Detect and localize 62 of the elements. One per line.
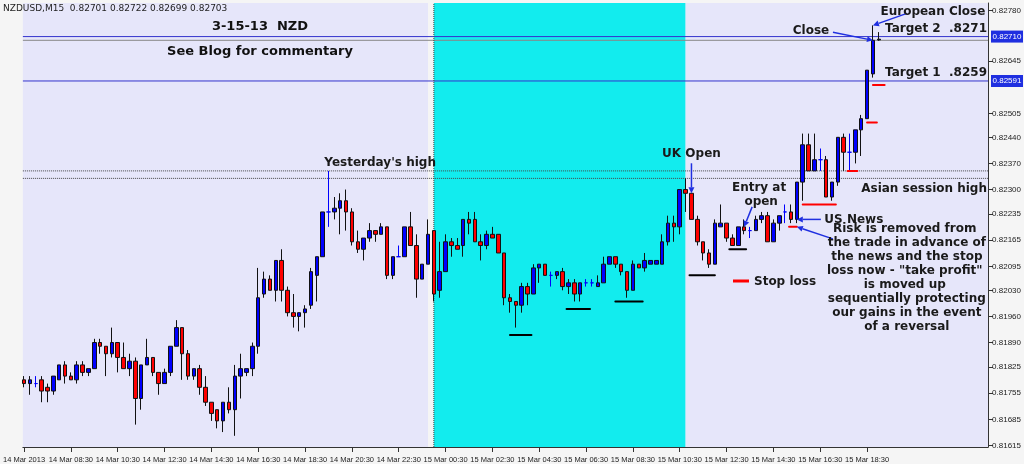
candlestick: [631, 259, 635, 291]
y-tick-label: 0.82165: [992, 235, 1022, 245]
text: See Blog for commentary: [167, 43, 354, 58]
annotation: 0.82710: [992, 32, 1023, 42]
candlestick: [344, 189, 348, 232]
candlestick: [824, 155, 828, 198]
annotation: Close: [792, 23, 830, 38]
annotation: European Close: [880, 4, 986, 19]
y-tick-label: 0.82300: [992, 185, 1022, 195]
candlestick: [104, 345, 108, 377]
candlestick: [262, 271, 266, 299]
candlestick: [508, 293, 512, 314]
y-tick-label: 0.81960: [992, 311, 1022, 321]
candlestick: [350, 207, 354, 247]
legend-label: Stop loss: [754, 274, 817, 288]
y-tick-label: 0.82505: [992, 108, 1022, 118]
candlestick: [145, 338, 149, 366]
y-tick-label: 0.81825: [992, 362, 1022, 372]
y-tick-label: 0.82780: [992, 5, 1022, 15]
candlestick: [221, 401, 225, 433]
candlestick: [28, 375, 32, 396]
candlestick: [830, 181, 834, 202]
y-tick-label: 0.82235: [992, 209, 1022, 219]
candlestick: [666, 215, 670, 247]
candlestick: [549, 271, 553, 288]
candlestick: [63, 360, 67, 385]
candlestick: [227, 386, 231, 414]
candlestick: [467, 211, 471, 235]
candlestick: [789, 203, 793, 224]
y-tick-label: 0.81615: [992, 440, 1022, 450]
candlestick: [707, 248, 711, 269]
candlestick: [303, 304, 307, 329]
ref-line-label: Target 1 .8259: [885, 64, 987, 79]
candlestick: [625, 271, 629, 299]
y-tick-label: 0.82095: [992, 261, 1022, 271]
text: 3-15-13 NZD: [211, 18, 309, 33]
candlestick: [385, 226, 389, 280]
y-tick-label: 0.82645: [992, 56, 1022, 66]
annotation: NZDUSD,M15 0.82701 0.82722 0.82699 0.82703: [3, 2, 228, 13]
y-tick-label: 0.81890: [992, 338, 1022, 348]
y-tick-label: 0.81755: [992, 388, 1022, 398]
y-tick-label: 0.81685: [992, 414, 1022, 424]
ref-line-label: Asian session high: [861, 181, 987, 196]
candlestick: [877, 31, 881, 42]
annotation: UK Open: [662, 146, 721, 161]
y-tick-label: 0.82440: [992, 132, 1022, 142]
candlestick: [268, 274, 272, 291]
y-tick-label: 0.82370: [992, 158, 1022, 168]
candlestick: [865, 69, 869, 120]
candlestick: [22, 375, 26, 388]
candlestick: [309, 267, 313, 310]
candlestick: [871, 24, 875, 79]
candlestick: [543, 263, 547, 276]
candlestick: [783, 203, 787, 224]
y-tick-label: 0.82030: [992, 285, 1022, 295]
candlestick: [186, 349, 190, 381]
candlestick: [426, 218, 430, 265]
ref-line-label: Target 2 .8271: [885, 20, 987, 35]
annotation: Entry at open: [731, 179, 791, 208]
annotation: 0.82591: [992, 76, 1023, 86]
candlestick: [818, 148, 823, 172]
candlestick: [391, 256, 395, 280]
